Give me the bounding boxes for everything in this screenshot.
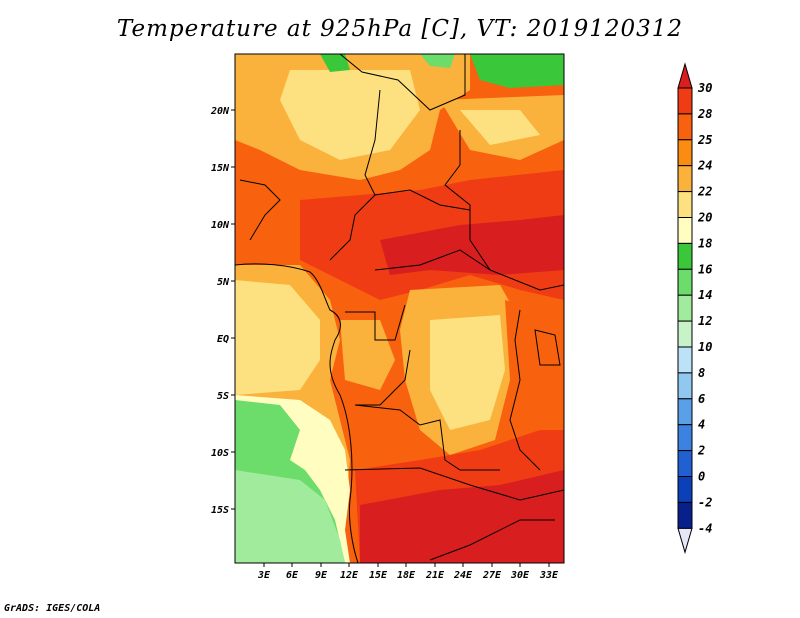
- lat-label: 10S: [211, 448, 229, 459]
- colorbar-box: [677, 346, 693, 374]
- colorbar-box: [677, 294, 693, 322]
- field-south-30: [360, 470, 564, 563]
- map-title: Temperature at 925hPa [C], VT: 201912031…: [116, 16, 684, 42]
- colorbar-box: [677, 139, 693, 167]
- colorbar-box: [677, 372, 693, 400]
- lat-label: 5N: [217, 277, 230, 288]
- border-chad-sudan: [444, 130, 564, 291]
- lat-label: 10N: [211, 220, 230, 231]
- border-angola: [354, 404, 500, 471]
- border-car-south: [374, 249, 491, 271]
- lon-label: 30E: [510, 570, 530, 581]
- lon-label: 33E: [539, 570, 559, 581]
- border-gabon: [345, 304, 406, 341]
- colorbar-label: -2: [698, 495, 712, 509]
- longitude-labels: 3E 6E 9E 12E 15E 18E 21E 24E 27E 30E 33E: [257, 570, 559, 581]
- field-north-20: [280, 70, 420, 160]
- colorbar-box: [677, 268, 693, 296]
- field-north-14: [420, 54, 455, 68]
- colorbar-label: 20: [697, 211, 712, 225]
- lon-label: 12E: [340, 570, 359, 581]
- lon-label: 24E: [453, 570, 473, 581]
- colorbar-label: 2: [697, 444, 705, 458]
- field-ocean-12: [235, 470, 345, 563]
- field-north-16b: [470, 54, 564, 88]
- colorbar-box: [677, 113, 693, 141]
- colorbar-label: 24: [697, 159, 712, 173]
- colorbar-label: 10: [698, 340, 712, 354]
- lat-label: 15S: [211, 505, 229, 516]
- border-lakes: [509, 309, 541, 471]
- colorbar-label: 4: [698, 418, 705, 432]
- field-west-20: [235, 280, 320, 395]
- colorbar-box: [677, 217, 693, 244]
- border-uganda: [534, 329, 561, 366]
- field-north-16a: [320, 54, 350, 72]
- colorbar-box: [677, 424, 693, 452]
- colorbar-label: -4: [698, 521, 712, 535]
- colorbar-under-arrow: [677, 527, 693, 555]
- axis-ticks: [231, 109, 550, 567]
- lat-label: EQ: [217, 334, 229, 345]
- field-gabon-22: [340, 320, 395, 390]
- colorbar-label: 14: [698, 288, 712, 302]
- lon-label: 9E: [315, 570, 328, 581]
- colorbar-box: [677, 501, 693, 529]
- map-frame: [234, 53, 565, 564]
- lon-label: 18E: [397, 570, 416, 581]
- colorbar-label: 8: [698, 366, 705, 380]
- colorbar-label: 0: [698, 470, 705, 484]
- lon-label: 21E: [425, 570, 445, 581]
- coastline: [235, 263, 359, 563]
- border-north: [339, 54, 466, 111]
- colorbar: 30 28 25 24 22 20 18 16 14 12 10 8 6 4 2…: [677, 62, 712, 555]
- colorbar-over-arrow: [677, 62, 693, 89]
- colorbar-label: 25: [697, 133, 712, 147]
- lon-label: 27E: [482, 570, 502, 581]
- colorbar-label: 30: [697, 81, 712, 95]
- colorbar-label: 6: [698, 392, 705, 406]
- field-belt-30: [380, 215, 564, 275]
- field-basin-20: [430, 315, 505, 430]
- lon-label: 3E: [257, 570, 271, 581]
- border-west: [239, 179, 281, 241]
- colorbar-label: 28: [697, 107, 712, 121]
- lon-label: 6E: [286, 570, 299, 581]
- latitude-labels: 20N 15N 10N 5N EQ 5S 10S 15S: [210, 106, 230, 516]
- colorbar-box: [677, 476, 693, 503]
- lon-label: 15E: [369, 570, 388, 581]
- colorbar-label: 22: [697, 185, 712, 199]
- colorbar-box: [677, 165, 693, 193]
- grads-credit: GrADS: IGES/COLA: [4, 603, 101, 614]
- colorbar-label: 18: [698, 236, 712, 250]
- border-zambia: [429, 519, 555, 561]
- colorbar-box: [677, 87, 693, 115]
- colorbar-label: 12: [698, 314, 712, 328]
- colorbar-box: [677, 242, 693, 270]
- lat-label: 20N: [210, 106, 230, 117]
- temperature-field: [235, 54, 564, 563]
- border-namibia: [344, 467, 564, 501]
- country-borders: [235, 54, 564, 563]
- colorbar-box: [677, 320, 693, 348]
- border-car-north: [374, 189, 471, 211]
- colorbar-box: [677, 191, 693, 219]
- lat-label: 5S: [217, 391, 229, 402]
- colorbar-box: [677, 398, 693, 426]
- colorbar-label: 16: [698, 262, 712, 276]
- colorbar-box: [677, 450, 693, 478]
- field-northeast-20: [460, 110, 540, 145]
- lat-label: 15N: [211, 163, 230, 174]
- border-congo: [355, 349, 411, 406]
